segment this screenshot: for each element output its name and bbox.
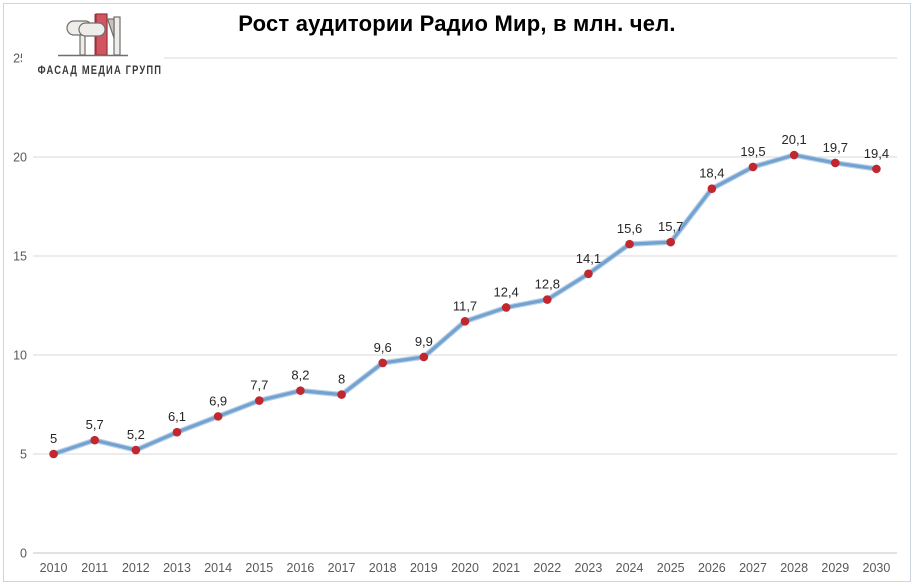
data-point-marker <box>872 164 881 174</box>
data-point-label: 19,7 <box>823 140 848 155</box>
data-point-label: 15,6 <box>617 221 642 236</box>
chart-title: Рост аудитории Радио Мир, в млн. чел. <box>238 11 676 36</box>
y-axis-label: 5 <box>20 448 27 462</box>
data-point-label: 12,8 <box>535 277 560 292</box>
x-axis-label: 2018 <box>369 561 397 575</box>
x-axis-label: 2023 <box>575 561 603 575</box>
data-point-label: 19,4 <box>864 146 889 161</box>
x-axis-label: 2011 <box>81 561 108 575</box>
data-point-marker <box>337 390 346 399</box>
data-point-marker <box>90 435 100 445</box>
x-axis-label: 2014 <box>204 561 232 575</box>
data-point-label: 20,1 <box>781 132 806 147</box>
data-point-label: 8 <box>338 372 345 387</box>
data-point-label: 7,7 <box>250 378 268 393</box>
data-point-marker <box>254 396 264 405</box>
data-point-label: 14,1 <box>576 251 601 266</box>
y-axis-label: 15 <box>13 250 27 264</box>
x-axis-label: 2026 <box>698 561 726 575</box>
x-axis-label: 2025 <box>657 561 685 575</box>
data-point-marker <box>666 237 676 247</box>
x-axis-label: 2013 <box>163 561 191 575</box>
data-point-label: 8,2 <box>291 368 309 383</box>
data-point-marker <box>378 358 388 368</box>
data-point-label: 19,5 <box>740 144 765 159</box>
data-point-label: 15,7 <box>658 219 683 234</box>
x-axis-label: 2019 <box>410 561 438 575</box>
x-axis-label: 2010 <box>40 561 68 575</box>
x-axis-label: 2030 <box>863 561 891 575</box>
x-axis-label: 2021 <box>492 561 520 575</box>
data-point-label: 5,7 <box>86 417 104 432</box>
y-axis-label: 20 <box>13 151 27 165</box>
x-axis-label: 2028 <box>780 561 808 575</box>
data-point-marker <box>419 352 429 362</box>
x-axis-label: 2022 <box>533 561 561 575</box>
data-point-marker <box>830 158 840 168</box>
x-axis-label: 2012 <box>122 561 150 575</box>
data-point-marker <box>542 295 552 304</box>
data-point-marker <box>707 184 717 193</box>
data-point-marker <box>49 449 58 459</box>
data-point-marker <box>625 239 634 249</box>
y-axis-label: 10 <box>13 349 27 363</box>
data-point-marker <box>131 445 141 455</box>
data-point-marker <box>213 412 223 421</box>
data-point-label: 6,9 <box>209 393 227 408</box>
x-axis-label: 2017 <box>328 561 356 575</box>
data-point-label: 9,6 <box>374 340 392 355</box>
data-point-marker <box>789 150 799 160</box>
logo: ФАСАД МЕДИА ГРУПП <box>22 10 164 92</box>
data-point-marker <box>748 162 758 172</box>
logo-text: ФАСАД МЕДИА ГРУПП <box>37 63 163 77</box>
data-point-label: 6,1 <box>168 409 186 424</box>
data-point-marker <box>460 317 470 326</box>
data-point-label: 5 <box>50 431 57 446</box>
data-point-label: 9,9 <box>415 334 433 349</box>
x-axis-label: 2029 <box>821 561 849 575</box>
data-point-marker <box>501 303 511 312</box>
y-axis-label: 0 <box>20 547 27 561</box>
x-axis-label: 2024 <box>616 561 644 575</box>
x-axis-label: 2016 <box>287 561 315 575</box>
x-axis-label: 2027 <box>739 561 767 575</box>
data-point-label: 5,2 <box>127 427 145 442</box>
data-point-label: 12,4 <box>493 284 518 299</box>
data-point-marker <box>172 427 182 437</box>
data-point-marker <box>296 386 305 395</box>
x-axis-label: 2015 <box>245 561 273 575</box>
data-point-marker <box>584 269 593 279</box>
data-point-label: 18,4 <box>699 166 724 181</box>
data-point-label: 11,7 <box>453 298 477 313</box>
x-axis-label: 2020 <box>451 561 479 575</box>
logo-mark-icon <box>58 13 128 57</box>
